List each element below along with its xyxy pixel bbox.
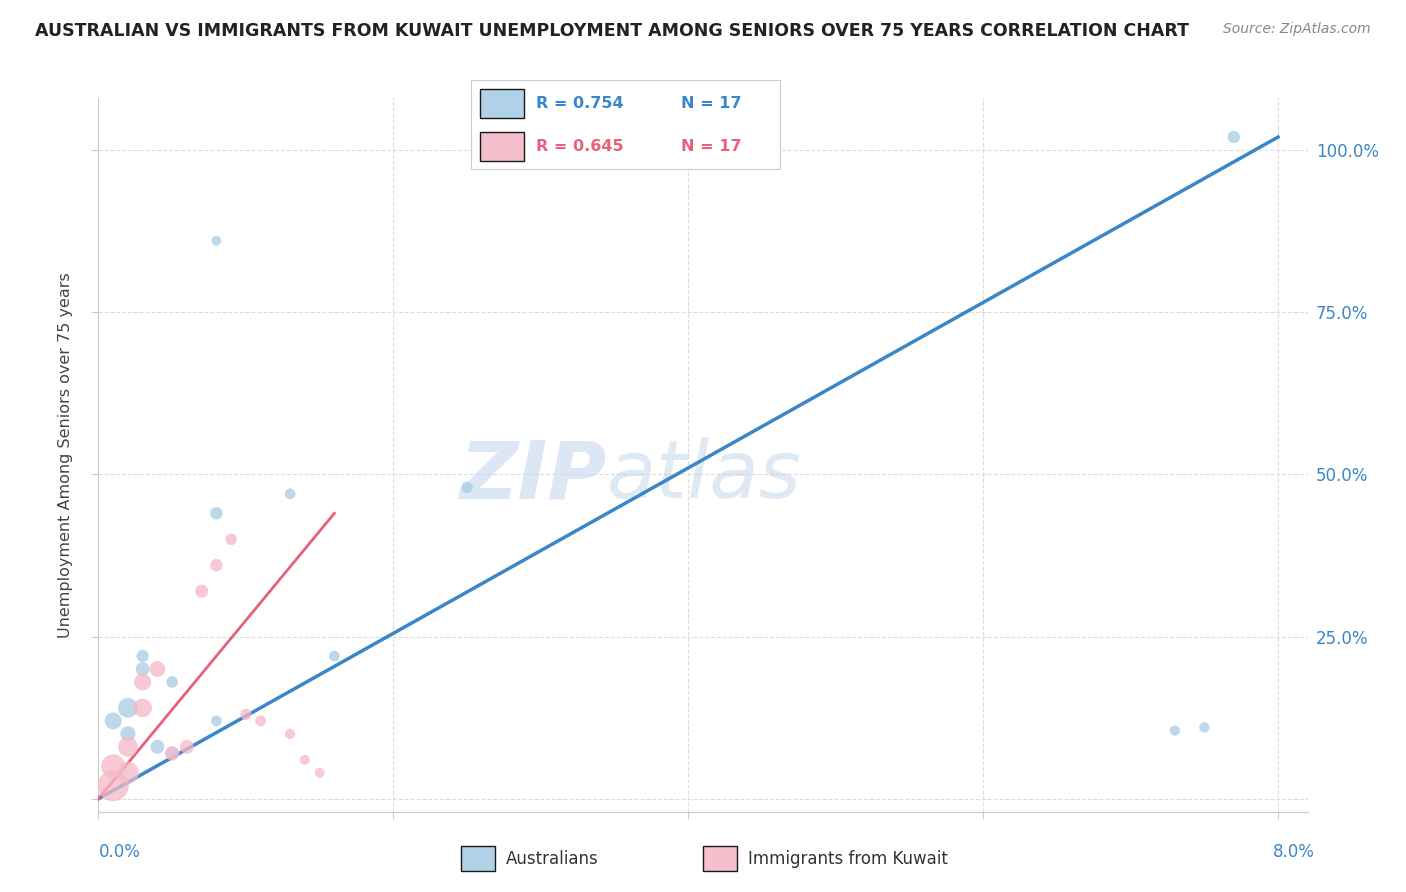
Point <box>205 558 228 573</box>
Point <box>190 584 212 599</box>
Point <box>1223 130 1246 145</box>
Text: N = 17: N = 17 <box>682 96 742 111</box>
Point <box>205 714 228 728</box>
Point <box>176 739 198 754</box>
Point <box>308 765 330 780</box>
Point <box>205 234 228 248</box>
FancyBboxPatch shape <box>703 847 737 871</box>
FancyBboxPatch shape <box>481 132 523 161</box>
Point <box>456 480 478 494</box>
Text: 8.0%: 8.0% <box>1272 843 1315 861</box>
Point <box>278 487 301 501</box>
FancyBboxPatch shape <box>481 89 523 118</box>
Point <box>101 779 124 793</box>
Point <box>146 739 169 754</box>
Point <box>323 648 346 663</box>
Text: ZIP: ZIP <box>458 437 606 516</box>
Point <box>235 707 257 722</box>
Text: Immigrants from Kuwait: Immigrants from Kuwait <box>748 849 948 868</box>
Point <box>131 662 153 676</box>
Point <box>294 753 316 767</box>
Point <box>160 747 183 761</box>
Point <box>160 747 183 761</box>
Point <box>219 533 242 547</box>
Y-axis label: Unemployment Among Seniors over 75 years: Unemployment Among Seniors over 75 years <box>58 272 73 638</box>
Point <box>249 714 271 728</box>
Point <box>117 765 139 780</box>
Point <box>1194 720 1216 734</box>
Text: Source: ZipAtlas.com: Source: ZipAtlas.com <box>1223 22 1371 37</box>
Text: atlas: atlas <box>606 437 801 516</box>
Text: R = 0.754: R = 0.754 <box>536 96 624 111</box>
FancyBboxPatch shape <box>461 847 495 871</box>
Point <box>1164 723 1187 738</box>
Point <box>146 662 169 676</box>
Point <box>101 759 124 773</box>
Text: 0.0%: 0.0% <box>98 843 141 861</box>
Point <box>101 714 124 728</box>
Point <box>131 648 153 663</box>
Point <box>131 675 153 690</box>
Text: Australians: Australians <box>506 849 599 868</box>
Point <box>117 701 139 715</box>
Point <box>131 701 153 715</box>
Point <box>117 739 139 754</box>
Point <box>278 727 301 741</box>
Text: R = 0.645: R = 0.645 <box>536 139 624 153</box>
Point <box>117 727 139 741</box>
Text: AUSTRALIAN VS IMMIGRANTS FROM KUWAIT UNEMPLOYMENT AMONG SENIORS OVER 75 YEARS CO: AUSTRALIAN VS IMMIGRANTS FROM KUWAIT UNE… <box>35 22 1189 40</box>
Text: N = 17: N = 17 <box>682 139 742 153</box>
Point <box>205 506 228 520</box>
Point <box>160 675 183 690</box>
